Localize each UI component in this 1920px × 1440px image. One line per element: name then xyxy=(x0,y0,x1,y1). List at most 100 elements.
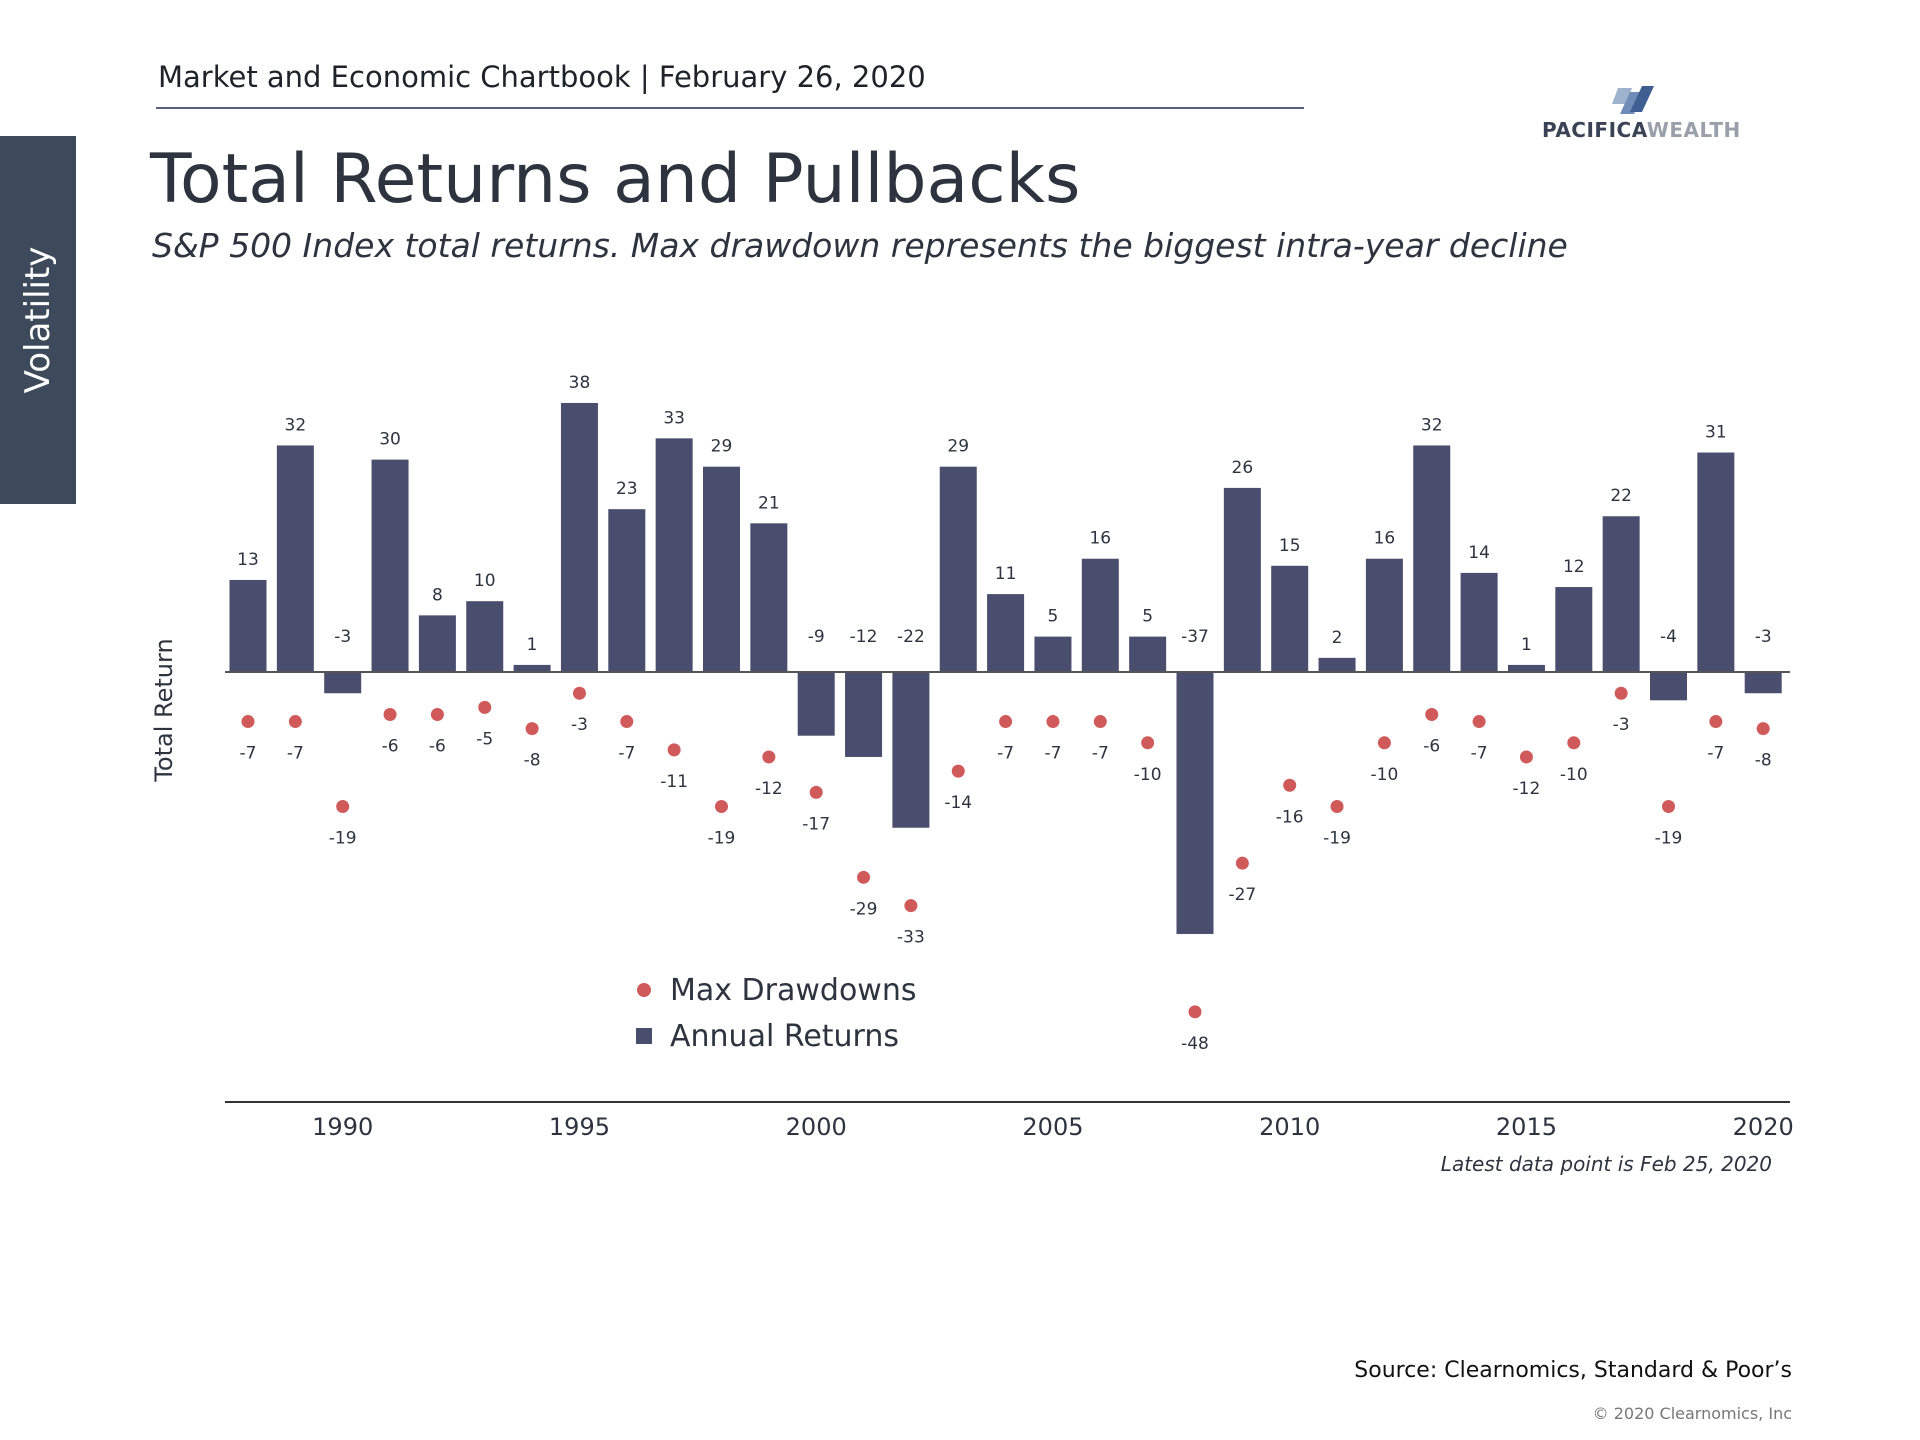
drawdown-point xyxy=(762,750,776,764)
bar-value-label: 1 xyxy=(527,635,538,655)
drawdown-value-label: -12 xyxy=(755,779,783,799)
drawdown-value-label: -7 xyxy=(1471,744,1488,764)
logo-wordmark-light: WEALTH xyxy=(1646,118,1741,142)
x-tick-label: 2020 xyxy=(1733,1113,1794,1141)
bar-value-label: 33 xyxy=(663,408,685,428)
bar-value-label: -12 xyxy=(850,627,878,647)
drawdown-point xyxy=(1614,686,1628,700)
drawdown-point xyxy=(478,700,492,714)
drawdown-point xyxy=(572,686,586,700)
bar-annual-return xyxy=(1271,565,1309,672)
drawdown-value-label: -7 xyxy=(1707,744,1724,764)
drawdown-point xyxy=(1093,715,1107,729)
bar-annual-return xyxy=(1744,672,1782,694)
drawdown-point xyxy=(430,707,444,721)
x-tick-label: 2010 xyxy=(1259,1113,1320,1141)
bar-value-label: 29 xyxy=(711,437,733,457)
drawdown-value-label: -6 xyxy=(429,736,446,756)
drawdown-value-label: -19 xyxy=(1323,829,1351,849)
bar-value-label: 1 xyxy=(1521,635,1532,655)
drawdown-point xyxy=(336,800,350,814)
drawdown-point xyxy=(383,707,397,721)
bar-annual-return xyxy=(1555,587,1593,672)
bar-value-label: 22 xyxy=(1610,486,1632,506)
bar-value-label: 14 xyxy=(1468,543,1490,563)
y-axis-label: Total Return xyxy=(150,638,178,782)
drawdown-value-label: -14 xyxy=(944,793,972,813)
drawdown-point xyxy=(951,764,965,778)
bar-annual-return xyxy=(1650,672,1687,701)
drawdown-value-label: -7 xyxy=(997,744,1014,764)
x-tick-label: 2005 xyxy=(1022,1113,1083,1141)
copyright-text: © 2020 Clearnomics, Inc xyxy=(1592,1404,1792,1423)
bar-annual-return xyxy=(1176,672,1214,934)
drawdown-point xyxy=(1472,715,1486,729)
drawdown-point xyxy=(1756,722,1770,736)
bar-value-label: 10 xyxy=(474,571,496,591)
header-divider xyxy=(156,107,1304,109)
logo-mark-icon xyxy=(1612,86,1654,114)
bar-value-label: 31 xyxy=(1705,423,1727,443)
bar-annual-return xyxy=(1223,487,1261,672)
bar-annual-return xyxy=(1413,445,1451,672)
bar-value-label: -9 xyxy=(808,627,825,647)
bar-annual-return xyxy=(1460,572,1498,672)
bar-value-label: -4 xyxy=(1660,627,1677,647)
drawdown-point xyxy=(667,743,681,757)
bar-annual-return xyxy=(1034,636,1072,672)
bar-value-label: 16 xyxy=(1374,529,1396,549)
bar-annual-return xyxy=(987,594,1025,672)
drawdown-value-label: -5 xyxy=(476,729,493,749)
bar-value-label: 5 xyxy=(1048,607,1059,627)
drawdown-point xyxy=(1235,856,1249,870)
legend-drawdown-label: Max Drawdowns xyxy=(670,973,917,1008)
drawdown-value-label: -3 xyxy=(571,715,588,735)
bar-value-label: 29 xyxy=(947,437,969,457)
bar-annual-return xyxy=(939,466,977,672)
bar-annual-return xyxy=(892,672,930,828)
page-subtitle: S&P 500 Index total returns. Max drawdow… xyxy=(152,226,1568,265)
drawdown-value-label: -19 xyxy=(329,829,357,849)
bar-value-label: -3 xyxy=(1755,627,1772,647)
drawdown-value-label: -8 xyxy=(1755,751,1772,771)
drawdown-point xyxy=(1662,800,1675,814)
bar-annual-return xyxy=(229,579,267,672)
x-tick-label: 1990 xyxy=(312,1113,373,1141)
bar-annual-return xyxy=(845,672,883,757)
bar-value-label: -3 xyxy=(334,627,351,647)
bar-value-label: -37 xyxy=(1181,627,1209,647)
side-tab-volatility: Volatility xyxy=(0,136,76,504)
bar-annual-return xyxy=(608,509,646,672)
bar-value-label: 15 xyxy=(1279,536,1301,556)
pacifica-wealth-logo: PACIFICAWEALTH xyxy=(1542,82,1742,146)
drawdown-value-label: -16 xyxy=(1276,807,1304,827)
drawdown-value-label: -10 xyxy=(1371,765,1399,785)
bar-annual-return xyxy=(1697,452,1735,672)
drawdown-point xyxy=(809,785,823,799)
legend-returns-swatch xyxy=(636,1028,652,1044)
bar-annual-return xyxy=(276,445,314,672)
drawdown-value-label: -7 xyxy=(240,744,257,764)
bar-value-label: 26 xyxy=(1232,458,1254,478)
bar-value-label: 30 xyxy=(379,430,401,450)
bar-annual-return xyxy=(1365,558,1403,672)
bar-value-label: 2 xyxy=(1332,628,1343,648)
bar-value-label: 8 xyxy=(432,585,443,605)
page-title: Total Returns and Pullbacks xyxy=(150,140,1081,219)
x-tick-label: 2015 xyxy=(1496,1113,1557,1141)
drawdown-point xyxy=(241,715,255,729)
bar-annual-return xyxy=(1129,636,1167,672)
drawdown-value-label: -7 xyxy=(1044,744,1061,764)
drawdown-value-label: -7 xyxy=(618,744,635,764)
bar-annual-return xyxy=(750,523,788,672)
bar-value-label: 16 xyxy=(1089,529,1111,549)
bar-value-label: 13 xyxy=(237,550,259,570)
drawdown-value-label: -7 xyxy=(287,744,304,764)
drawdown-value-label: -17 xyxy=(802,814,830,834)
bar-value-label: 32 xyxy=(285,415,307,435)
bar-value-label: 12 xyxy=(1563,557,1585,577)
bar-value-label: -22 xyxy=(897,627,925,647)
bar-annual-return xyxy=(797,672,835,736)
x-tick-label: 1995 xyxy=(549,1113,610,1141)
legend-returns-label: Annual Returns xyxy=(670,1019,899,1054)
